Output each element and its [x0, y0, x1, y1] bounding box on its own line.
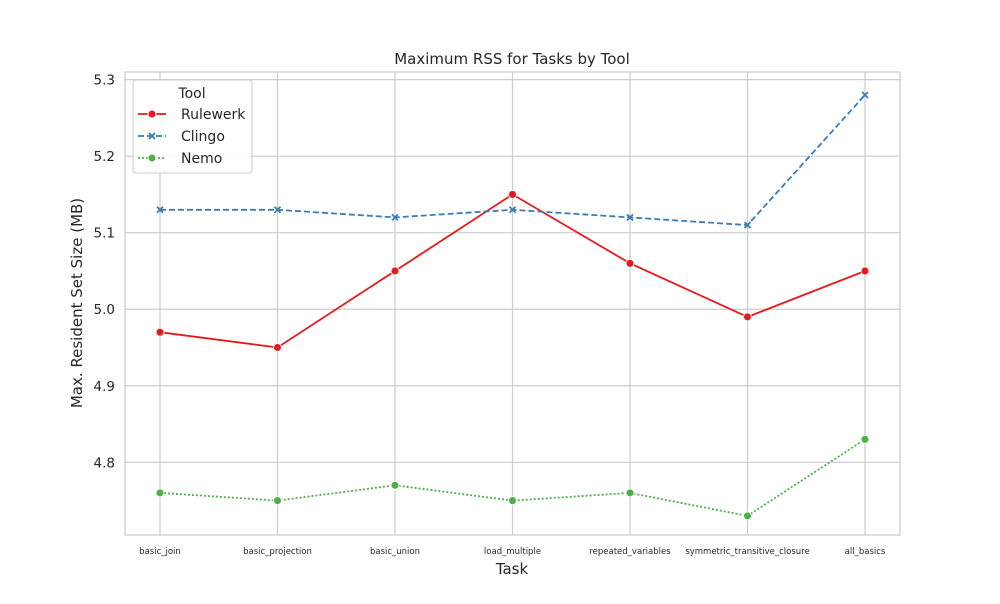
data-point-rulewerk	[509, 190, 517, 198]
x-tick-labels: basic_join basic_projection basic_union loa…	[139, 547, 886, 557]
legend-marker	[148, 154, 156, 162]
data-point-nemo	[861, 435, 869, 443]
x-tick-label: basic_projection	[243, 547, 312, 557]
data-point-nemo	[744, 512, 752, 520]
legend-title: Tool	[177, 86, 205, 102]
legend-marker	[148, 110, 156, 118]
x-tick-label: repeated_variables	[589, 547, 671, 557]
x-axis-label: Task	[495, 560, 529, 578]
x-tick-label: basic_join	[139, 547, 181, 557]
y-axis-label: Max. Resident Set Size (MB)	[68, 198, 86, 408]
data-point-nemo	[156, 489, 164, 497]
data-point-rulewerk	[626, 259, 634, 267]
y-tick-labels: 4.8 4.9 5.0 5.1 5.2 5.3	[94, 73, 115, 472]
legend-label: Clingo	[181, 129, 225, 145]
y-tick-label: 5.0	[94, 302, 115, 318]
data-point-rulewerk	[274, 344, 282, 352]
data-point-rulewerk	[156, 328, 164, 336]
legend: Tool Rulewerk Clingo Nemo	[133, 80, 252, 173]
y-tick-label: 5.3	[94, 73, 115, 89]
x-tick-label: basic_union	[370, 547, 420, 557]
y-tick-label: 5.1	[94, 226, 115, 242]
x-tick-label: all_basics	[845, 547, 886, 557]
chart-title: Maximum RSS for Tasks by Tool	[394, 50, 630, 68]
data-point-nemo	[391, 481, 399, 489]
data-point-rulewerk	[861, 267, 869, 275]
data-point-nemo	[274, 497, 282, 505]
data-point-nemo	[509, 497, 517, 505]
y-tick-label: 4.8	[94, 455, 115, 471]
legend-label: Nemo	[181, 151, 222, 167]
y-tick-label: 5.2	[94, 149, 115, 165]
y-tick-label: 4.9	[94, 379, 115, 395]
data-point-rulewerk	[391, 267, 399, 275]
data-point-nemo	[626, 489, 634, 497]
x-tick-label: load_multiple	[484, 547, 541, 557]
legend-label: Rulewerk	[181, 107, 246, 123]
data-point-rulewerk	[744, 313, 752, 321]
x-tick-label: symmetric_transitive_closure	[685, 547, 809, 557]
